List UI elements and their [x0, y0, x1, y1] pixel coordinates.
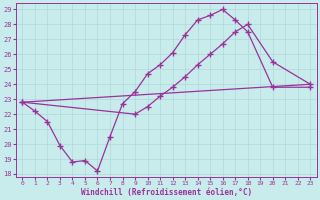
- X-axis label: Windchill (Refroidissement éolien,°C): Windchill (Refroidissement éolien,°C): [81, 188, 252, 197]
